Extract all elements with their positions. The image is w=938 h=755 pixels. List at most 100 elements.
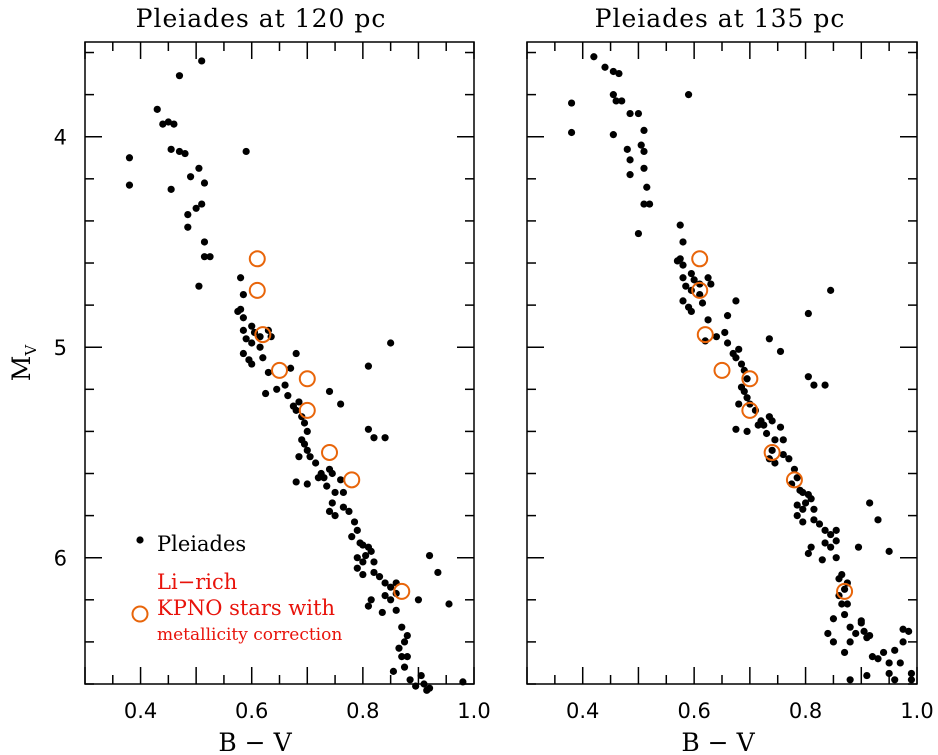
- pleiades-star-point: [840, 648, 849, 657]
- pleiades-star-point: [821, 381, 829, 389]
- pleiades-star-point: [687, 269, 695, 278]
- pleiades-star-point: [387, 596, 395, 604]
- pleiades-star-point: [417, 671, 425, 680]
- pleiades-star-point: [381, 591, 389, 600]
- pleiades-star-point: [337, 476, 345, 484]
- pleiades-star-point: [281, 381, 289, 389]
- pleiades-star-point: [810, 505, 818, 513]
- pleiades-star-point: [623, 145, 631, 153]
- li-rich-star-point: [248, 281, 266, 299]
- li-rich-star-point: [691, 250, 709, 268]
- pleiades-star-point: [640, 200, 648, 208]
- pleiades-star-point: [306, 453, 314, 461]
- pleiades-star-point: [637, 141, 645, 149]
- pleiades-star-point: [325, 507, 334, 515]
- pleiades-star-point: [704, 316, 712, 324]
- pleiades-star-point: [793, 474, 801, 482]
- pleiades-star-point: [242, 147, 250, 156]
- pleiades-star-point: [590, 53, 598, 61]
- li-rich-star-point: [298, 370, 316, 388]
- pleiades-star-point: [776, 347, 785, 356]
- pleiades-star-point: [846, 638, 854, 646]
- pleiades-star-point: [704, 274, 712, 282]
- legend-label-pleiades: Pleiades: [157, 532, 246, 556]
- pleiades-star-point: [760, 421, 768, 429]
- pleiades-star-point: [885, 659, 893, 667]
- pleiades-star-point: [328, 469, 336, 478]
- pleiades-star-point: [732, 425, 740, 433]
- pleiades-star-point: [353, 564, 361, 572]
- pleiades-star-point: [295, 453, 303, 461]
- li-rich-star-point: [393, 582, 411, 600]
- pleiades-star-point: [195, 164, 203, 172]
- pleiades-star-point: [634, 109, 643, 118]
- pleiades-star-point: [874, 655, 882, 663]
- pleiades-star-point: [364, 425, 373, 433]
- pleiades-star-point: [835, 575, 843, 583]
- pleiades-star-point: [242, 335, 250, 343]
- pleiades-star-point: [743, 394, 751, 402]
- pleiades-star-point: [907, 669, 916, 678]
- pleiades-star-point: [771, 459, 779, 467]
- pleiades-star-point: [640, 147, 648, 156]
- pleiades-star-point: [807, 543, 815, 551]
- pleiades-star-point: [239, 290, 247, 299]
- pleiades-star-point: [331, 512, 339, 520]
- pleiades-star-point: [743, 427, 751, 436]
- pleiades-star-point: [348, 533, 356, 541]
- x-tick-label: 0.4: [124, 699, 157, 723]
- x-tick-label: 1.0: [457, 699, 490, 723]
- pleiades-star-point: [264, 368, 272, 377]
- tick-marks-left: [84, 42, 475, 685]
- pleiades-star-point: [259, 354, 267, 362]
- pleiades-star-point: [840, 610, 849, 619]
- pleiades-star-point: [406, 676, 414, 684]
- svg-text:MV: MV: [7, 344, 40, 382]
- pleiades-star-point: [601, 63, 609, 71]
- pleiades-star-point: [874, 516, 882, 524]
- pleiades-star-point: [609, 91, 617, 99]
- pleiades-star-point: [768, 417, 776, 425]
- pleiades-star-point: [378, 608, 386, 617]
- pleiades-star-point: [403, 653, 411, 661]
- tick-marks-right: [526, 42, 918, 685]
- pleiades-star-point: [776, 423, 785, 431]
- pleiades-star-point: [398, 623, 406, 631]
- pleiades-star-point: [640, 164, 648, 172]
- li-rich-star-point: [271, 361, 288, 379]
- pleiades-star-point: [567, 99, 576, 107]
- legend-marker-pleiades: [136, 536, 144, 544]
- pleiades-star-point: [832, 537, 840, 545]
- li-rich-star-point: [741, 401, 759, 419]
- pleiades-star-point: [303, 427, 311, 436]
- pleiades-star-point: [434, 568, 442, 577]
- pleiades-star-point: [353, 526, 361, 534]
- x-axis-label-right: B − V: [681, 728, 755, 755]
- pleiades-star-point: [863, 671, 871, 680]
- pleiades-star-point: [821, 526, 829, 534]
- pleiades-star-point: [779, 450, 787, 459]
- pleiades-star-point: [387, 339, 395, 347]
- pleiades-star-point: [679, 274, 687, 282]
- pleiades-star-point: [793, 512, 801, 520]
- pleiades-star-point: [256, 343, 264, 351]
- pleiades-star-point: [879, 648, 888, 657]
- pleiades-star-point: [248, 322, 256, 330]
- pleiades-star-point: [891, 676, 899, 684]
- pleiades-star-point: [868, 653, 877, 661]
- pleiades-star-point: [353, 554, 361, 562]
- pleiades-star-point: [387, 583, 395, 591]
- y-tick-label: 4: [54, 126, 67, 150]
- x-tick-label: 0.6: [677, 699, 710, 723]
- pleiades-star-point: [885, 669, 893, 678]
- pleiades-star-point: [367, 547, 375, 555]
- pleiades-star-point: [234, 307, 242, 316]
- x-tick-label: 0.6: [235, 699, 268, 723]
- pleiades-star-point: [626, 156, 634, 164]
- pleiades-star-point: [198, 57, 206, 65]
- pleiades-star-point: [339, 488, 348, 497]
- pleiades-star-point: [314, 474, 322, 482]
- pleiades-star-point: [400, 638, 409, 646]
- pleiades-star-point: [832, 526, 840, 534]
- pleiades-star-point: [412, 682, 420, 690]
